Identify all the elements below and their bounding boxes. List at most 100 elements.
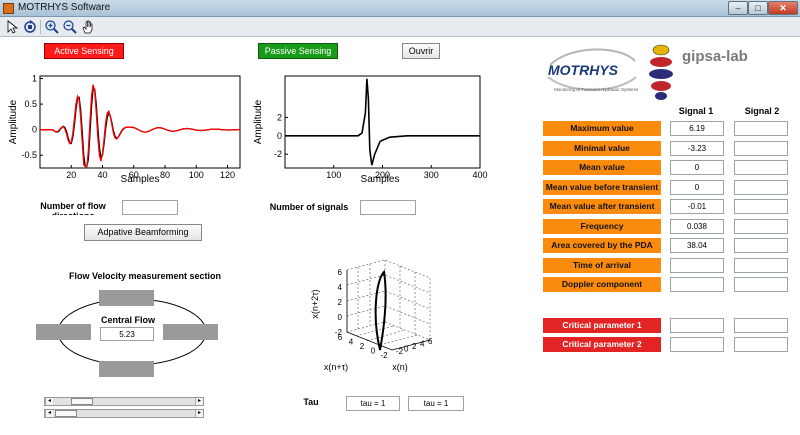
param-signal2-field[interactable]	[734, 218, 788, 234]
active-xtick-label: 100	[189, 170, 204, 180]
title-bar: MOTRHYS Software – □ ✕	[0, 0, 800, 17]
phase-ylabel: x(n+τ)	[324, 362, 348, 372]
phase-xtick-label: 0	[404, 345, 409, 354]
motrhys-logo-subtitle: Monitoring of Transient Hydraulic System…	[554, 87, 639, 92]
slider-1-left-arrow[interactable]: ◂	[45, 398, 53, 405]
param-label: Time of arrival	[543, 257, 661, 273]
sensor-right	[163, 324, 218, 340]
signals-count-field[interactable]	[360, 200, 416, 215]
passive-ylabel: Amplitude	[253, 99, 264, 144]
slider-1[interactable]: ◂ ▸	[44, 397, 204, 406]
active-sensing-button[interactable]: Active Sensing	[44, 43, 124, 59]
param-label: Maximum value	[543, 121, 661, 136]
param-signal1-field[interactable]: 0	[670, 160, 724, 175]
critical-param-label: Critical parameter 1	[543, 318, 661, 333]
active-ytick-label: 1	[32, 74, 37, 84]
tau-field-2[interactable]: tau = 1	[408, 396, 464, 411]
adaptive-beamforming-button[interactable]: Adpative Beamforming	[84, 224, 202, 241]
param-signal1-field[interactable]	[670, 257, 724, 273]
window-title: MOTRHYS Software	[18, 2, 111, 13]
slider-1-right-arrow[interactable]: ▸	[195, 398, 203, 405]
rotate-icon[interactable]	[22, 19, 38, 35]
passive-xlabel: Samples	[361, 174, 400, 185]
param-signal2-field[interactable]	[734, 257, 788, 273]
phase-ztick-label: 0	[338, 313, 343, 322]
motrhys-logo-text: MOTRHYS	[548, 62, 619, 78]
passive-ytick-label: -2	[274, 149, 282, 159]
sensor-left	[36, 324, 91, 340]
param-label: Mean value	[543, 160, 661, 175]
active-xtick-label: 60	[129, 170, 139, 180]
zoom-in-icon[interactable]	[44, 19, 60, 35]
active-plot-axes	[39, 75, 241, 169]
close-button[interactable]: ✕	[768, 1, 798, 15]
critical-signal2-field[interactable]	[734, 318, 788, 333]
critical-signal1-field[interactable]	[670, 318, 724, 333]
slider-1-thumb[interactable]	[71, 398, 94, 405]
slider-2-right-arrow[interactable]: ▸	[195, 410, 203, 417]
phase-ztick-label: 6	[338, 268, 343, 277]
param-signal2-field[interactable]	[734, 199, 788, 214]
param-signal1-field[interactable]: 6.19	[670, 121, 724, 136]
passive-xtick-label: 200	[375, 170, 390, 180]
passive-ytick-label: 2	[277, 112, 282, 122]
phase-axes	[346, 270, 431, 351]
pan-icon[interactable]	[80, 19, 96, 35]
param-signal2-field[interactable]	[734, 277, 788, 292]
passive-sensing-plot[interactable]: 100 200 300 400 2 0 -2 Samples Amplitude	[250, 62, 490, 190]
param-signal2-field[interactable]	[734, 238, 788, 253]
slider-2[interactable]: ◂ ▸	[44, 409, 204, 418]
passive-xtick-label: 100	[326, 170, 341, 180]
minimize-button[interactable]: –	[728, 1, 748, 15]
zoom-out-icon[interactable]	[62, 19, 78, 35]
param-label: Mean value before transient	[543, 179, 661, 195]
passive-signal-line	[285, 78, 480, 166]
passive-xtick-label: 400	[472, 170, 487, 180]
tau-field-1[interactable]: tau = 1	[346, 396, 400, 411]
phase-grid	[346, 259, 431, 351]
param-signal2-field[interactable]	[734, 160, 788, 175]
passive-ytick-label: 0	[277, 131, 282, 141]
phase-ztick-label: 2	[338, 298, 343, 307]
param-signal2-field[interactable]	[734, 179, 788, 195]
param-signal1-field[interactable]: 38.04	[670, 238, 724, 253]
active-sensing-plot[interactable]: 20 40 60 80 100 120 1 0.5 0 -0.5 Samples Amplitu…	[0, 62, 250, 190]
maximize-button[interactable]: □	[748, 1, 768, 15]
phase-xtick-label: 2	[412, 342, 417, 351]
sensor-top	[99, 290, 154, 306]
tau-label: Tau	[303, 397, 319, 407]
passive-sensing-button[interactable]: Passive Sensing	[258, 43, 338, 59]
central-flow-field[interactable]: 5.23	[100, 327, 154, 341]
open-button[interactable]: Ouvrir	[402, 43, 440, 59]
arrow-icon[interactable]	[4, 19, 20, 35]
critical-signal2-field[interactable]	[734, 337, 788, 352]
active-ytick-label: 0.5	[24, 99, 37, 109]
param-signal2-field[interactable]	[734, 121, 788, 136]
param-signal2-field[interactable]	[734, 140, 788, 156]
active-xlabel: Samples	[121, 174, 160, 185]
active-xtick-label: 20	[66, 170, 76, 180]
param-signal1-field[interactable]	[670, 277, 724, 292]
param-signal1-field[interactable]: 0.038	[670, 218, 724, 234]
gipsa-lab-text: gipsa-lab	[682, 48, 748, 65]
slider-2-left-arrow[interactable]: ◂	[45, 410, 53, 417]
gipsa-lab-logo: gipsa-lab	[682, 48, 748, 65]
param-signal1-field[interactable]: -3.23	[670, 140, 724, 156]
param-signal1-field[interactable]: -0.01	[670, 199, 724, 214]
passive-xtick-label: 300	[424, 170, 439, 180]
param-signal1-field[interactable]: 0	[670, 179, 724, 195]
param-label: Minimal value	[543, 140, 661, 156]
app-icon	[3, 3, 14, 14]
critical-signal1-field[interactable]	[670, 337, 724, 352]
signals-count-label: Number of signals	[269, 202, 349, 212]
motrhys-logo: MOTRHYS Monitoring of Transient Hydrauli…	[547, 48, 639, 92]
phase-zlabel: x(n+2τ)	[310, 289, 320, 318]
param-label: Mean value after transient	[543, 199, 661, 214]
active-xtick-label: 80	[160, 170, 170, 180]
slider-2-thumb[interactable]	[55, 410, 78, 417]
flow-directions-field[interactable]	[122, 200, 178, 215]
phase-ztick-label: 4	[338, 283, 343, 292]
toolbar	[0, 17, 800, 37]
phase-trajectory	[374, 269, 387, 351]
